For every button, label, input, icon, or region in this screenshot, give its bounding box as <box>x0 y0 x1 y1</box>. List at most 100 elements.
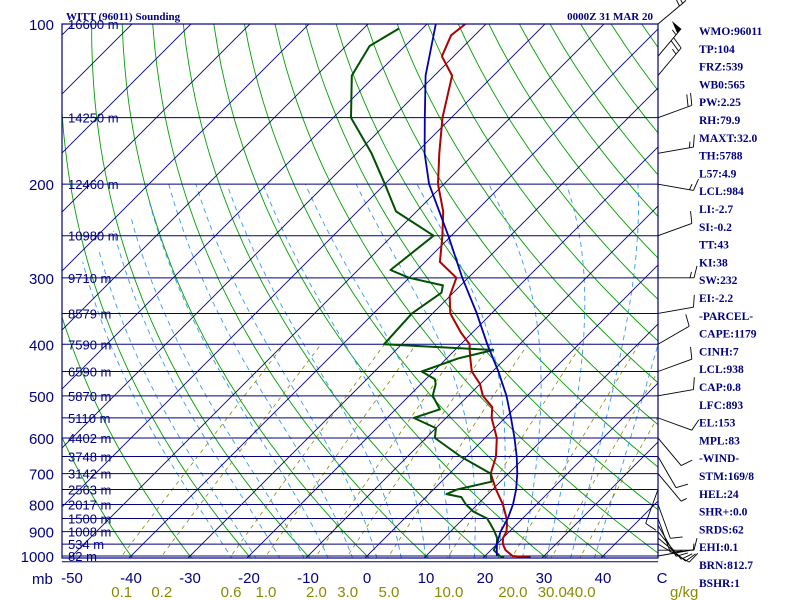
dry-adiabat <box>62 315 193 558</box>
moist-adiabat <box>148 200 329 558</box>
sounding-index: CINH:7 <box>699 346 739 358</box>
wind-barb-flag <box>676 0 680 7</box>
moist-adiabat <box>82 261 233 558</box>
height-label: 1008 m <box>68 525 111 540</box>
dry-adiabat <box>91 24 311 558</box>
moist-adiabat <box>195 183 378 558</box>
sounding-index: TT:43 <box>699 240 729 252</box>
height-label: 82 m <box>68 549 97 564</box>
wind-barb-flag <box>690 93 693 106</box>
isotherm <box>62 24 251 213</box>
wind-barb-half-flag <box>680 498 687 502</box>
height-label: 16600 m <box>68 17 119 32</box>
wind-barb-flag <box>690 211 693 224</box>
sounding-index: SRDS:62 <box>699 524 744 536</box>
mixing-ratio-line <box>511 344 640 558</box>
dry-adiabat <box>396 24 658 384</box>
wind-barb-flag <box>688 552 699 563</box>
pressure-tick-label: 900 <box>29 525 54 542</box>
wind-barb <box>657 456 689 489</box>
sounding-index: SHR+:0.0 <box>699 507 748 519</box>
wind-barb-flag <box>680 553 693 560</box>
mixing-ratio-label: 0.1 <box>111 584 132 600</box>
temperature-tick-label: 20 <box>477 570 494 587</box>
temperature-tick-labels: -50 -40 -30 -20 -10 0 10 20 30 40 C <box>61 570 667 587</box>
wind-barb-flag <box>645 522 657 531</box>
wind-barb-flag <box>673 37 682 49</box>
mixing-ratio-label: 3.0 <box>337 584 358 600</box>
sounding-index: TP:104 <box>699 44 735 56</box>
wind-barb-staff <box>657 183 694 191</box>
mixing-ratio-label: 10.0 <box>434 584 463 600</box>
wind-barb-flag <box>693 265 698 278</box>
mixing-ratio-label: 0.2 <box>151 584 172 600</box>
moist-adiabat <box>226 183 402 558</box>
isotherm <box>62 24 428 390</box>
dry-adiabat <box>274 24 658 554</box>
sounding-index: WB0:565 <box>699 79 745 91</box>
height-label: 9710 m <box>68 271 111 286</box>
dry-adiabat <box>488 24 658 259</box>
pressure-tick-label: 700 <box>29 467 54 484</box>
wind-barb-flag <box>693 134 695 148</box>
wind-barb-staff <box>657 0 686 25</box>
isotherm <box>187 87 658 558</box>
mixing-ratio-line <box>314 344 463 558</box>
isotherm <box>423 323 658 558</box>
temperature-tick-label: 10 <box>418 570 435 587</box>
sounding-index: -PARCEL- <box>699 311 753 323</box>
mixing-ratio-line <box>345 344 491 558</box>
sounding-index: -WIND- <box>699 453 739 465</box>
sounding-index: HEL:24 <box>699 489 739 501</box>
wind-barb-flag <box>680 0 683 4</box>
wind-barb-staff <box>657 104 692 119</box>
isotherm <box>62 24 369 331</box>
mixing-ratio-labels: 0.1 0.2 0.6 1.0 2.0 3.0 5.0 10.0 20.0 30.0 40.0 <box>111 584 595 600</box>
temperature-profile <box>437 24 531 558</box>
sounding-index: EL:153 <box>699 418 736 430</box>
dry-adiabat <box>427 24 658 342</box>
sounding-index: STM:169/8 <box>699 471 754 483</box>
wind-barb <box>657 346 693 372</box>
sounding-indices-panel: WMO:96011 TP:104 FRZ:539 WB0:565 PW:2.25 RH:7… <box>699 26 762 590</box>
sounding-index: CAPE:1179 <box>699 329 757 341</box>
wind-barb-flag <box>686 94 689 107</box>
height-label: 12460 m <box>68 177 119 192</box>
height-label: 14250 m <box>68 111 119 126</box>
wind-barb <box>657 134 695 154</box>
wind-barb-staff <box>657 47 682 76</box>
temperature-tick-label: 30 <box>536 570 553 587</box>
isotherm <box>541 441 658 558</box>
sounding-index: LCL:984 <box>699 186 744 198</box>
height-label: 5110 m <box>68 411 110 426</box>
mixing-ratio-label: 0.6 <box>221 584 242 600</box>
sounding-index: MPL:83 <box>699 435 740 447</box>
isotherm <box>364 264 658 558</box>
dry-adiabat <box>366 24 658 426</box>
wind-barb-half-flag <box>689 183 693 190</box>
wind-barb-staff <box>657 28 682 57</box>
wind-barb-flag <box>675 483 689 489</box>
dry-adiabat <box>152 24 429 558</box>
wind-barb <box>657 0 686 25</box>
sounding-index: SI:-0.2 <box>699 222 732 234</box>
wind-barb-staff <box>657 473 682 502</box>
wind-barb-staff <box>657 504 671 539</box>
wind-barb-staff <box>657 518 671 553</box>
mixing-ratio-unit-label: g/kg <box>670 584 698 600</box>
sounding-index: LCL:938 <box>699 364 744 376</box>
wind-barb-staff <box>657 146 694 154</box>
mixing-ratio-label: 30.0 <box>538 584 567 600</box>
pressure-tick-label: 100 <box>29 17 54 34</box>
wind-barb-half-flag <box>672 48 677 55</box>
isotherm <box>62 24 192 154</box>
isotherm <box>62 24 487 449</box>
wind-barb <box>657 524 689 557</box>
dry-adiabat <box>305 24 658 511</box>
wind-barb-staff <box>657 389 694 397</box>
mixing-ratio-line <box>579 416 658 558</box>
wind-barbs <box>645 0 700 563</box>
sounding-index: FRZ:539 <box>699 62 743 74</box>
sounding-index: LFC:893 <box>699 400 743 412</box>
